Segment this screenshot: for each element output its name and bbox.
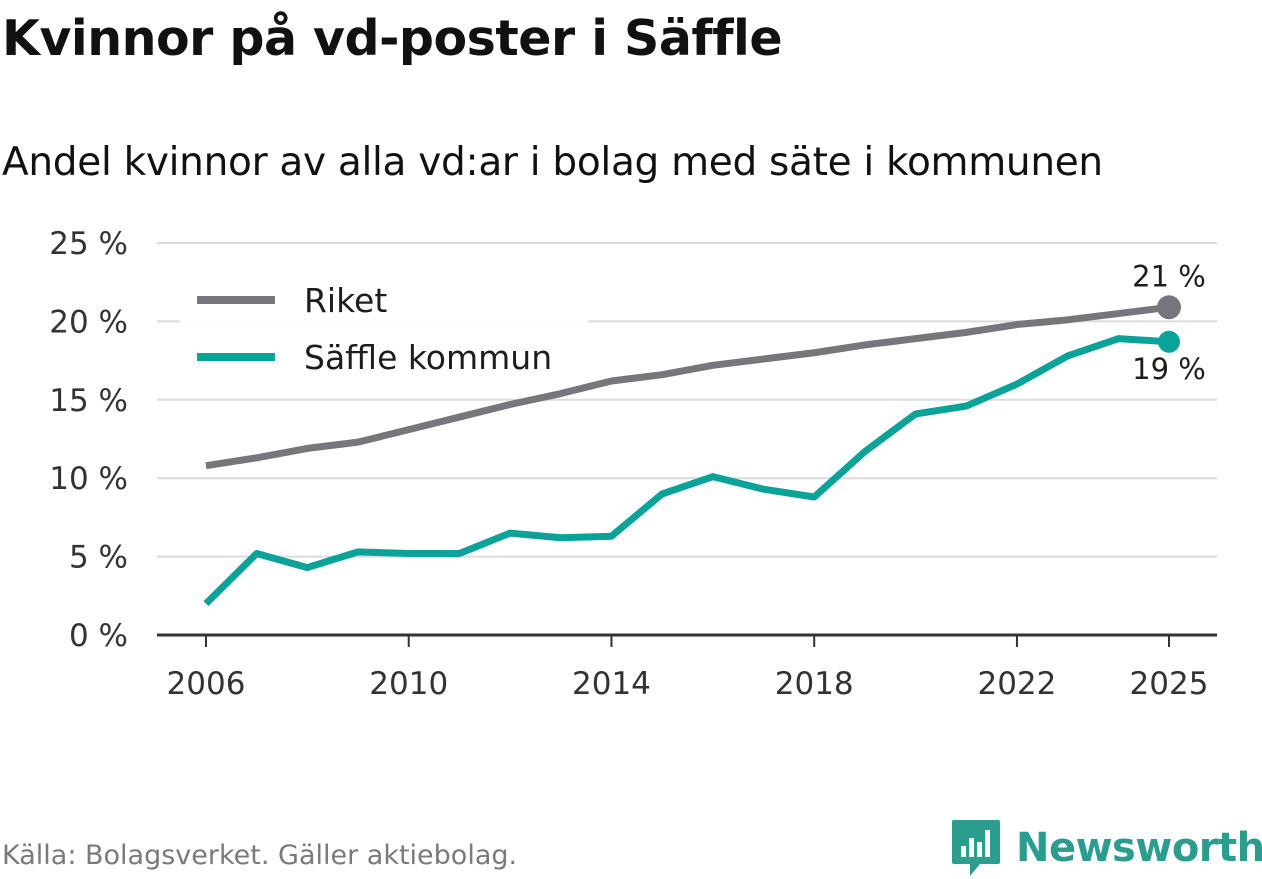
x-tick-label: 2022	[977, 666, 1056, 702]
legend-label-kommun[interactable]: Säffle kommun	[304, 338, 552, 377]
legend-background	[180, 268, 588, 392]
y-tick-label: 10 %	[49, 461, 128, 497]
y-tick-label: 20 %	[49, 304, 128, 340]
end-label-kommun: 19 %	[1132, 352, 1206, 386]
x-tick-label: 2018	[775, 666, 854, 702]
y-tick-label: 15 %	[49, 383, 128, 419]
newsworthy-logo-icon	[952, 820, 1000, 876]
legend: Riket Säffle kommun	[180, 268, 588, 392]
y-tick-label: 5 %	[69, 540, 128, 576]
brand-name: Newsworthy	[1016, 825, 1262, 871]
x-tick-label: 2006	[167, 666, 246, 702]
x-tick-label: 2025	[1130, 666, 1209, 702]
chart-subtitle: Andel kvinnor av alla vd:ar i bolag med …	[2, 140, 1103, 185]
y-tick-label: 0 %	[69, 618, 128, 654]
end-label-riket: 21 %	[1132, 259, 1206, 293]
end-point-riket	[1157, 295, 1181, 320]
source-note: Källa: Bolagsverket. Gäller aktiebolag.	[2, 840, 518, 871]
legend-label-riket[interactable]: Riket	[304, 281, 387, 320]
series-line-kommun	[203, 335, 1170, 607]
end-point-kommun	[1158, 330, 1180, 353]
y-axis-ticks: 0 % 5 % 10 % 15 % 20 % 25 %	[49, 226, 128, 654]
newsworthy-logo[interactable]: Newsworthy	[950, 818, 1262, 878]
chart-title: Kvinnor på vd-poster i Säffle	[2, 10, 783, 67]
x-axis: 2006 2010 2014 2018 2022 2025	[157, 633, 1217, 702]
x-tick-label: 2014	[572, 666, 651, 702]
x-tick-label: 2010	[369, 666, 448, 702]
line-chart: 0 %5 %10 %15 %20 %25 % 2006 2010 2014 2018 2…	[49, 226, 1217, 702]
y-tick-label: 25 %	[49, 226, 128, 262]
series-line-riket	[205, 303, 1170, 470]
